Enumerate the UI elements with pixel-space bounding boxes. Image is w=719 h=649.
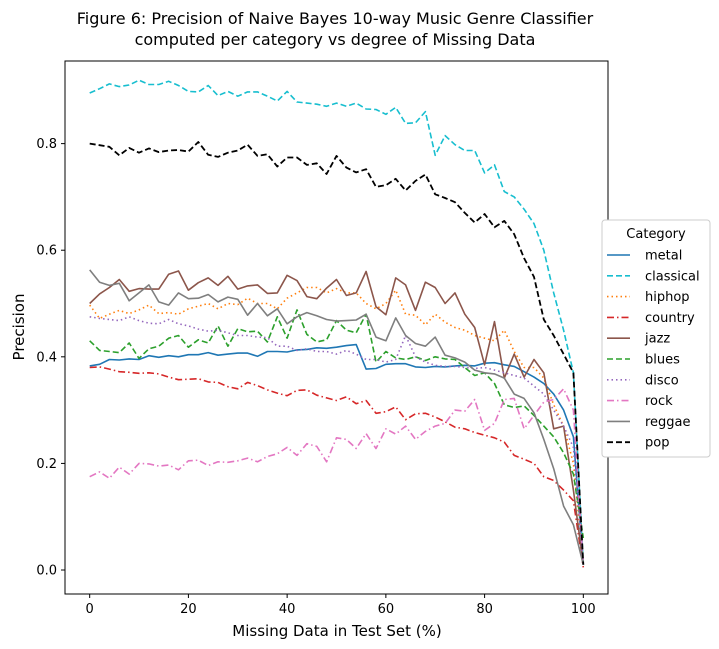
x-tick-label: 100 (571, 602, 596, 617)
series-line-blues (89, 309, 585, 539)
series-layer (89, 79, 585, 568)
series-line-metal (89, 343, 585, 565)
x-tick-label: 40 (279, 602, 296, 617)
y-tick-label: 0.2 (36, 457, 57, 472)
legend-label-blues: blues (645, 353, 680, 368)
legend-box (601, 219, 711, 458)
series-line-disco (89, 316, 585, 565)
series-line-country (89, 366, 585, 568)
legend-label-pop: pop (645, 436, 669, 451)
x-tick-label: 60 (378, 602, 395, 617)
y-tick-label: 0.0 (36, 564, 57, 579)
y-axis-ticks: 0.0 0.2 0.4 0.6 0.8 (36, 137, 65, 579)
legend-label-hiphop: hiphop (645, 290, 690, 305)
legend-label-reggae: reggae (645, 415, 691, 430)
legend-items: metal classical hiphop country jazz blues disc… (607, 249, 700, 451)
legend: Category metal classical hiphop country jazz… (601, 219, 711, 458)
x-tick-label: 20 (180, 602, 197, 617)
y-tick-label: 0.4 (36, 350, 57, 365)
legend-label-metal: metal (645, 249, 682, 264)
legend-label-country: country (645, 311, 695, 326)
legend-label-disco: disco (645, 373, 679, 388)
series-line-hiphop (89, 286, 585, 565)
x-tick-label: 80 (476, 602, 493, 617)
series-line-reggae (89, 269, 585, 565)
legend-label-rock: rock (645, 394, 673, 409)
chart-title-line1: Figure 6: Precision of Naive Bayes 10-wa… (77, 9, 594, 28)
y-tick-label: 0.6 (36, 244, 57, 259)
series-line-rock (89, 388, 585, 565)
x-tick-label: 0 (86, 602, 94, 617)
y-tick-label: 0.8 (36, 137, 57, 152)
y-axis-label: Precision (10, 294, 28, 361)
legend-label-jazz: jazz (644, 332, 670, 347)
legend-label-classical: classical (645, 269, 700, 284)
series-line-jazz (89, 270, 585, 565)
chart-title-line2: computed per category vs degree of Missi… (135, 30, 536, 49)
series-line-classical (89, 79, 585, 565)
x-axis-label: Missing Data in Test Set (%) (232, 622, 441, 640)
legend-title: Category (626, 227, 686, 242)
series-line-pop (89, 141, 585, 565)
plot-area-frame (64, 60, 609, 595)
x-axis-ticks: 0 20 40 60 80 100 (86, 594, 596, 617)
